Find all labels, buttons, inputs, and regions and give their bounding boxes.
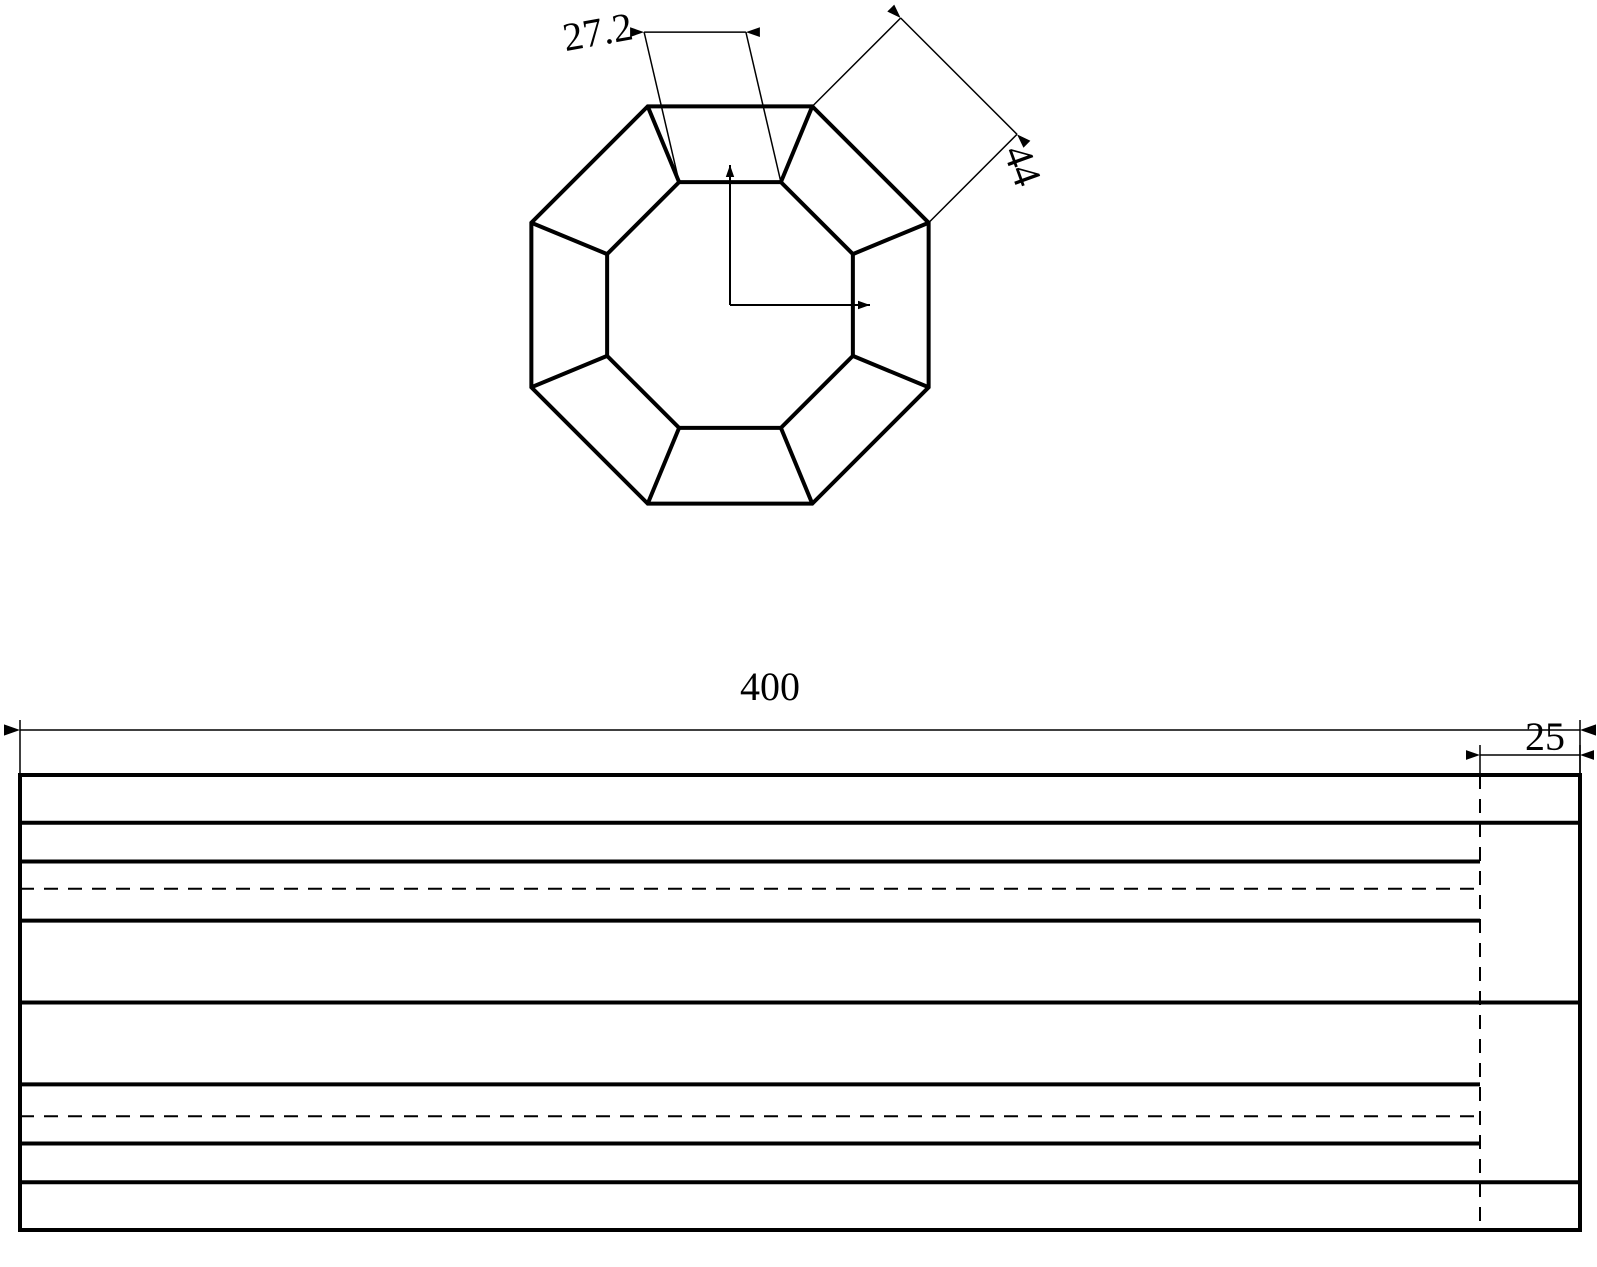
dim-label-end-offset: 25 xyxy=(1525,714,1565,759)
side-view: 400 25 xyxy=(4,664,1596,1230)
dim-label-length: 400 xyxy=(740,664,800,709)
technical-drawing: 27.2 44 400 25 xyxy=(0,0,1597,1267)
dim-label-inner-edge: 27.2 xyxy=(559,3,636,59)
top-view: 27.2 44 xyxy=(531,3,1050,503)
dim-label-outer-edge: 44 xyxy=(995,139,1051,192)
